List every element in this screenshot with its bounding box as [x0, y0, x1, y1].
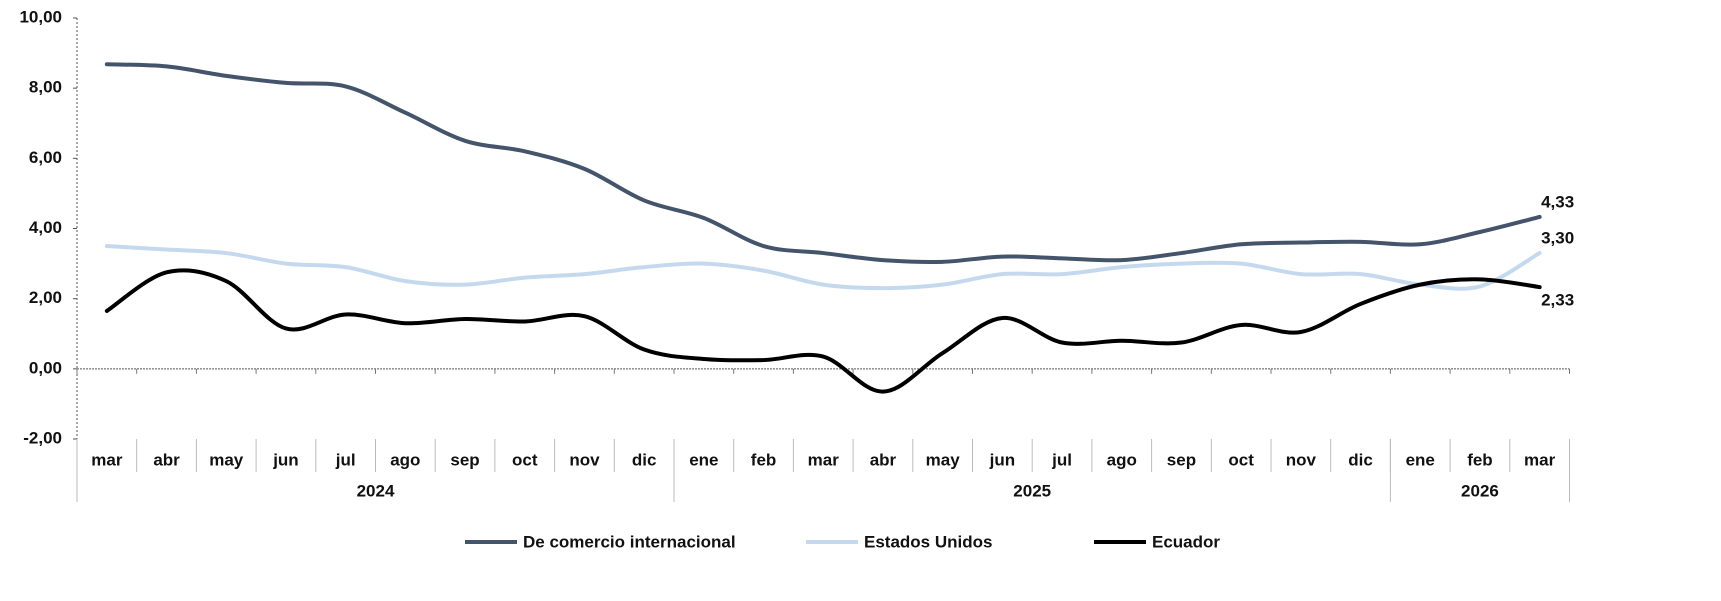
x-tick-label: ene: [689, 450, 718, 469]
x-tick-label: ene: [1406, 450, 1435, 469]
series-line: [104, 62, 1542, 265]
legend-label: Estados Unidos: [864, 532, 992, 551]
series-line: [104, 244, 1542, 291]
x-tick-label: feb: [751, 450, 777, 469]
x-tick-label: jul: [1051, 450, 1072, 469]
x-tick-label: feb: [1467, 450, 1493, 469]
y-tick-label: 0,00: [29, 358, 62, 377]
x-tick-label: abr: [153, 450, 180, 469]
x-tick-label: sep: [1167, 450, 1196, 469]
x-tick-label: sep: [450, 450, 479, 469]
data-label: 2,33: [1541, 291, 1574, 310]
x-tick-label: nov: [1286, 450, 1317, 469]
year-label: 2026: [1461, 481, 1499, 500]
y-tick-label: -2,00: [23, 428, 62, 447]
x-tick-label: mar: [91, 450, 123, 469]
y-tick-label: 6,00: [29, 148, 62, 167]
x-tick-label: may: [926, 450, 961, 469]
year-label: 2024: [357, 481, 395, 500]
x-tick-label: jul: [335, 450, 356, 469]
legend-label: De comercio internacional: [523, 532, 736, 551]
data-label: 3,30: [1541, 229, 1574, 248]
legend-label: Ecuador: [1152, 532, 1220, 551]
x-tick-label: mar: [808, 450, 840, 469]
series-line: [104, 268, 1542, 394]
data-label: 4,33: [1541, 192, 1574, 211]
year-label: 2025: [1013, 481, 1051, 500]
x-tick-label: dic: [632, 450, 657, 469]
y-tick-label: 10,00: [19, 7, 62, 26]
x-tick-label: oct: [1228, 450, 1254, 469]
x-tick-label: jun: [272, 450, 299, 469]
x-tick-label: may: [209, 450, 244, 469]
y-tick-label: 8,00: [29, 78, 62, 97]
y-tick-label: 4,00: [29, 218, 62, 237]
x-tick-label: oct: [512, 450, 538, 469]
x-tick-label: ago: [390, 450, 420, 469]
x-tick-label: jun: [989, 450, 1016, 469]
x-tick-label: mar: [1524, 450, 1556, 469]
x-tick-label: nov: [569, 450, 600, 469]
x-tick-label: dic: [1348, 450, 1373, 469]
x-tick-label: ago: [1107, 450, 1137, 469]
x-tick-label: abr: [870, 450, 897, 469]
y-tick-label: 2,00: [29, 288, 62, 307]
